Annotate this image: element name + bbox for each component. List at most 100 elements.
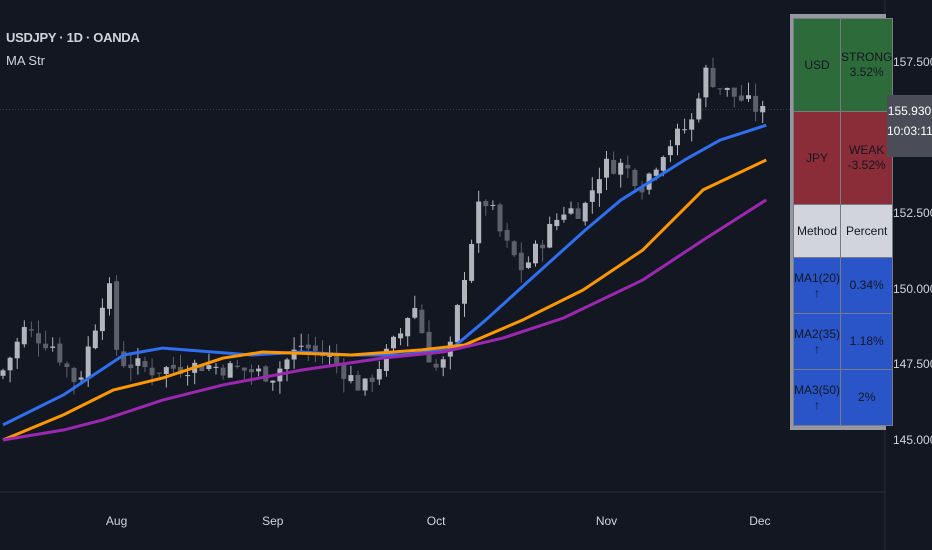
table-row: MA1(20) ↑ 0.34% xyxy=(792,257,894,314)
candle-body xyxy=(653,169,659,176)
candle-body xyxy=(362,378,368,391)
candle-body xyxy=(369,377,375,382)
candle-body xyxy=(57,343,63,363)
candle-body xyxy=(469,244,475,281)
ma-line-ma235 xyxy=(2,158,767,442)
candle-body xyxy=(99,307,105,332)
candle-body xyxy=(660,157,666,171)
table-cell: MA3(50) ↑ xyxy=(792,369,842,426)
candle-body xyxy=(724,87,730,90)
candle-body xyxy=(440,359,446,368)
candle-body xyxy=(483,201,489,207)
candle-body xyxy=(383,348,389,371)
candle-body xyxy=(596,179,602,194)
candle-body xyxy=(220,367,226,376)
candle-body xyxy=(738,95,744,101)
candle-body xyxy=(703,67,709,98)
candle-body xyxy=(689,119,695,130)
candle-body xyxy=(71,367,77,382)
candle-body xyxy=(611,159,617,174)
price-tick-label: 157.500 xyxy=(893,55,932,69)
candle-body xyxy=(667,146,673,156)
candle-body xyxy=(525,262,531,268)
price-tick-label: 145.000 xyxy=(893,433,932,447)
candle-body xyxy=(554,219,560,227)
candle-body xyxy=(504,229,510,241)
candle-body xyxy=(639,187,645,193)
candle-body xyxy=(604,158,609,178)
candle-body xyxy=(327,355,333,357)
table-cell: Percent xyxy=(840,204,894,258)
table-cell: Method xyxy=(792,204,842,258)
candle-body xyxy=(682,129,688,131)
candle-body xyxy=(170,364,176,369)
candle-body xyxy=(241,367,247,371)
candle-body xyxy=(114,281,120,350)
candle-body xyxy=(263,366,269,382)
table-row: JPY WEAK -3.52% xyxy=(792,111,894,205)
candle-body xyxy=(419,309,425,334)
time-tick-label: Sep xyxy=(262,514,284,528)
time-tick-label: Aug xyxy=(105,514,128,528)
candle-body xyxy=(85,346,91,379)
table-row: USD STRONG 3.52% xyxy=(792,18,894,112)
candle-body xyxy=(334,356,340,364)
candle-body xyxy=(14,341,20,359)
bar-countdown: 10:03:11 xyxy=(887,124,932,138)
table-row: Method Percent xyxy=(792,204,894,258)
candle-body xyxy=(249,369,254,373)
candle-body xyxy=(561,214,567,220)
candle-body xyxy=(178,366,183,375)
last-price-tag: 155.930 10:03:11 xyxy=(887,95,932,157)
candle-body xyxy=(760,106,766,113)
candle-body xyxy=(618,162,624,175)
candle-body xyxy=(163,367,169,374)
candle-body xyxy=(312,345,318,351)
candle-body xyxy=(135,358,141,366)
candle-body xyxy=(50,346,56,348)
candle-body xyxy=(717,88,723,90)
candle-body xyxy=(0,370,6,376)
symbol-title[interactable]: USDJPY · 1D · OANDA xyxy=(6,30,140,45)
candle-body xyxy=(696,98,702,120)
table-cell: WEAK -3.52% xyxy=(840,111,894,205)
price-tick-label: 150.000 xyxy=(893,281,932,296)
candle-body xyxy=(518,252,524,271)
candle-body xyxy=(121,351,127,367)
candle-body xyxy=(149,367,155,376)
candle-body xyxy=(270,380,276,383)
candle-body xyxy=(582,202,588,222)
table-cell: MA1(20) ↑ xyxy=(792,257,842,314)
candle-body xyxy=(568,208,574,214)
candle-body xyxy=(405,318,411,337)
candle-body xyxy=(540,244,546,249)
candle-body xyxy=(376,369,382,380)
time-tick-label: Nov xyxy=(595,514,618,528)
candle-body xyxy=(547,223,553,248)
table-row: MA3(50) ↑ 2% xyxy=(792,369,894,426)
candle-body xyxy=(426,331,432,363)
table-cell: USD xyxy=(792,18,842,112)
candle-body xyxy=(412,308,418,318)
candle-body xyxy=(206,365,212,370)
candle-body xyxy=(533,243,538,264)
candle-body xyxy=(462,279,467,304)
ma-strength-table: USD STRONG 3.52% JPY WEAK -3.52% Method Perce… xyxy=(790,14,894,430)
candle-body xyxy=(142,361,148,368)
candle-body xyxy=(199,365,205,372)
candle-body xyxy=(398,333,404,339)
table-cell: MA2(35) ↑ xyxy=(792,313,842,370)
candle-body xyxy=(341,364,347,379)
candle-body xyxy=(78,377,84,380)
candle-body xyxy=(28,329,34,331)
candle-body xyxy=(234,365,240,368)
candle-body xyxy=(107,283,112,309)
candle-body xyxy=(710,67,716,88)
indicator-title[interactable]: MA Str xyxy=(6,53,46,68)
candle-body xyxy=(454,305,460,343)
candle-body xyxy=(632,169,638,187)
candle-body xyxy=(589,190,595,202)
candle-body xyxy=(731,87,737,97)
table-cell: JPY xyxy=(792,111,842,205)
